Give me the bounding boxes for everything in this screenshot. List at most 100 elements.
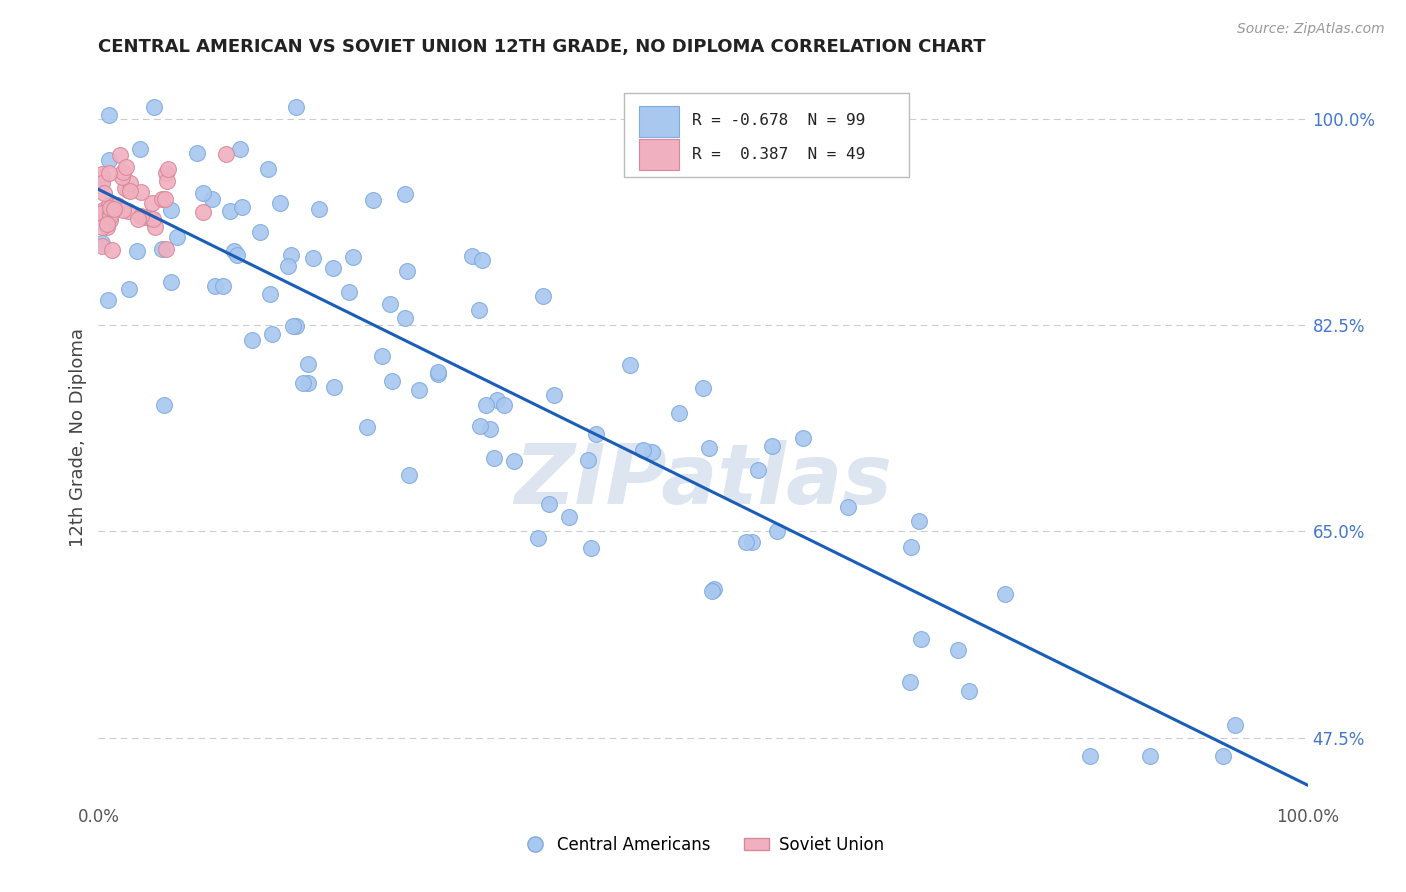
Point — [396, 263, 419, 277]
Point — [98, 166, 121, 180]
Point — [468, 418, 491, 433]
Point — [186, 145, 208, 160]
Text: ZIPatlas: ZIPatlas — [515, 441, 891, 522]
Point — [91, 176, 114, 190]
Point — [155, 166, 177, 180]
Point — [297, 376, 319, 390]
Point — [761, 439, 783, 453]
Point — [260, 327, 283, 342]
Point — [156, 161, 179, 176]
Point — [160, 275, 183, 289]
Point — [280, 248, 302, 262]
Point — [492, 398, 515, 412]
Point — [96, 220, 118, 235]
Legend: Central Americans, Soviet Union: Central Americans, Soviet Union — [516, 829, 890, 860]
Point — [479, 422, 502, 436]
Point — [538, 497, 561, 511]
Point — [323, 380, 346, 394]
Point — [91, 206, 114, 220]
Point — [747, 463, 769, 477]
Point — [381, 374, 404, 388]
Point — [141, 196, 163, 211]
Point — [226, 248, 249, 262]
Point — [97, 153, 120, 167]
Point — [91, 167, 114, 181]
Point — [898, 674, 921, 689]
Point — [139, 211, 162, 225]
Point — [91, 170, 114, 185]
Point — [394, 310, 416, 325]
Point — [283, 319, 305, 334]
Point — [308, 202, 330, 217]
Point — [576, 452, 599, 467]
Point — [105, 197, 128, 211]
Point — [339, 285, 361, 299]
Point — [166, 229, 188, 244]
Point — [103, 202, 125, 216]
FancyBboxPatch shape — [638, 138, 679, 170]
Point — [112, 202, 135, 217]
Point — [191, 204, 214, 219]
Text: R = -0.678  N = 99: R = -0.678 N = 99 — [692, 113, 865, 128]
Point — [957, 684, 980, 698]
Point — [129, 142, 152, 156]
Point — [284, 100, 307, 114]
Point — [127, 244, 149, 258]
Point — [118, 184, 141, 198]
Point — [215, 147, 238, 161]
Point — [371, 349, 394, 363]
Point — [118, 282, 141, 296]
Point — [111, 170, 134, 185]
Point — [112, 165, 135, 179]
Point — [1078, 748, 1101, 763]
Point — [97, 197, 120, 211]
Point — [426, 368, 449, 382]
Point — [98, 206, 121, 220]
Point — [408, 384, 430, 398]
Point — [297, 357, 319, 371]
Point — [219, 204, 242, 219]
Y-axis label: 12th Grade, No Diploma: 12th Grade, No Diploma — [69, 327, 87, 547]
Point — [256, 161, 278, 176]
Point — [240, 333, 263, 347]
Point — [700, 583, 723, 598]
Point — [160, 202, 183, 217]
Point — [193, 186, 215, 200]
Point — [908, 514, 931, 528]
Text: CENTRAL AMERICAN VS SOVIET UNION 12TH GRADE, NO DIPLOMA CORRELATION CHART: CENTRAL AMERICAN VS SOVIET UNION 12TH GR… — [98, 38, 986, 56]
Point — [356, 419, 378, 434]
Point — [277, 259, 299, 273]
Point — [467, 303, 489, 318]
Point — [211, 279, 233, 293]
Point — [475, 398, 498, 412]
Point — [697, 441, 720, 455]
Point — [741, 534, 763, 549]
Point — [100, 212, 122, 227]
Point — [115, 160, 138, 174]
Point — [502, 454, 524, 468]
Point — [100, 201, 122, 215]
Point — [322, 260, 344, 275]
Point — [97, 293, 120, 308]
FancyBboxPatch shape — [624, 94, 908, 178]
Point — [526, 531, 548, 545]
Point — [98, 108, 121, 122]
Point — [231, 200, 253, 214]
Point — [93, 186, 115, 200]
Point — [285, 319, 308, 334]
Point — [291, 376, 314, 391]
Point — [484, 450, 506, 465]
Point — [249, 225, 271, 239]
Point — [1212, 748, 1234, 763]
Point — [668, 406, 690, 420]
Point — [200, 192, 222, 206]
Point — [269, 195, 291, 210]
Point — [531, 288, 554, 302]
Point — [101, 205, 124, 219]
Point — [91, 220, 114, 235]
Point — [127, 211, 149, 226]
Point — [142, 100, 165, 114]
Point — [1223, 718, 1246, 732]
Point — [543, 388, 565, 402]
Point — [155, 242, 177, 256]
